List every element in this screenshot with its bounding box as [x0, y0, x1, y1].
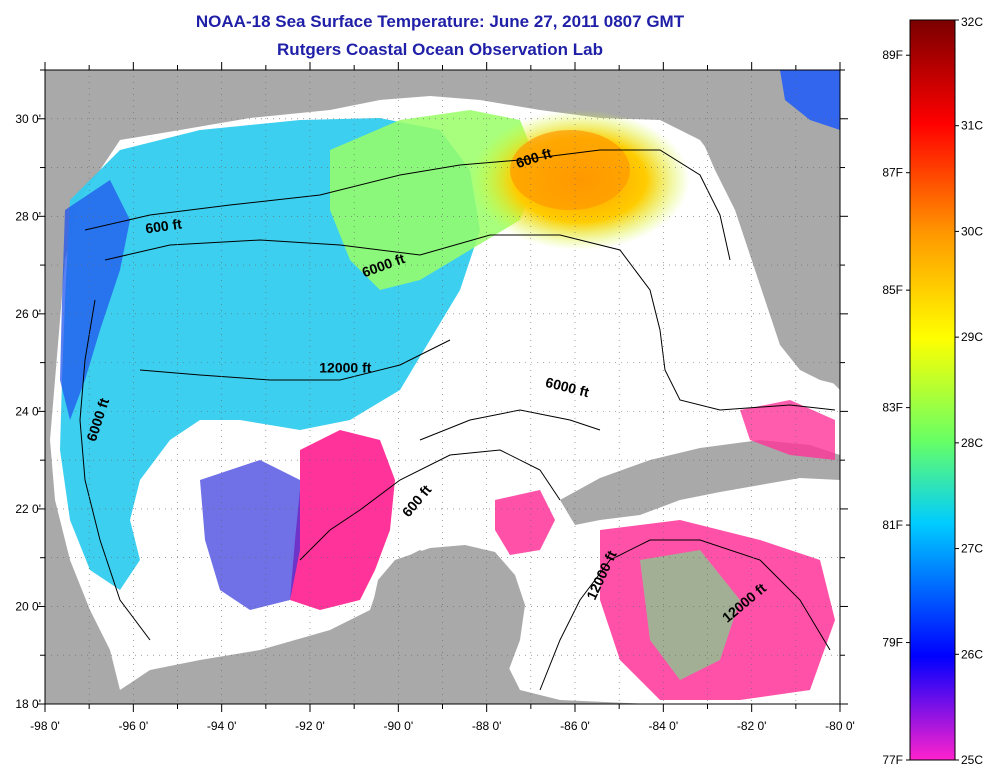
- mexico-land: [45, 500, 120, 704]
- y-tick-label: 24 0': [15, 404, 41, 418]
- x-tick-label: -96 0': [119, 719, 149, 733]
- florida-land: [700, 70, 840, 385]
- sst-warm-core: [510, 130, 630, 210]
- colorbar-label-fahrenheit: 81F: [882, 518, 903, 532]
- y-tick-label: 30 0': [15, 112, 41, 126]
- contour-6000ft-south: [419, 409, 601, 441]
- colorbar-scale: [909, 19, 956, 761]
- contour-600ft-yucatan: [299, 449, 561, 561]
- map-subtitle: Rutgers Coastal Ocean Observation Lab: [277, 40, 603, 59]
- map-title: NOAA-18 Sea Surface Temperature: June 27…: [195, 12, 685, 31]
- contour-12000ft: [139, 339, 451, 381]
- colorbar-label-celsius: 29C: [961, 330, 983, 344]
- contour-label: 600 ft: [144, 215, 183, 236]
- yucatan-land: [360, 545, 525, 704]
- colorbar-label-fahrenheit: 79F: [882, 636, 903, 650]
- x-tick-label: -94 0': [207, 719, 237, 733]
- colorbar-label-fahrenheit: 85F: [882, 283, 903, 297]
- colorbar-label-celsius: 31C: [961, 119, 983, 133]
- colorbar-label-fahrenheit: 87F: [882, 166, 903, 180]
- contour-6000ft-west: [79, 299, 151, 641]
- colorbar-labels: 32C 31C 30C 29C 28C 27C 26C 25C 89F 87F 85F 83F 81F 7…: [882, 15, 983, 767]
- x-tick-label: -92 0': [295, 719, 325, 733]
- map-axes: -98 0' -96 0' -94 0' -92 0' -90 0' -88 0' -86 …: [15, 62, 855, 733]
- colorbar-label-fahrenheit: 89F: [882, 48, 903, 62]
- x-tick-label: -90 0': [384, 719, 414, 733]
- colorbar-label-celsius: 26C: [961, 647, 983, 661]
- x-tick-label: -84 0': [649, 719, 679, 733]
- sst-pink-east: [740, 400, 835, 460]
- contour-label: 12000 ft: [319, 359, 371, 375]
- x-tick-label: -88 0': [472, 719, 502, 733]
- sst-blue-central: [200, 460, 300, 610]
- x-tick-label: -80 0': [825, 719, 855, 733]
- y-tick-label: 22 0': [15, 502, 41, 516]
- sst-pink-yucatan: [495, 490, 555, 555]
- colorbar-label-celsius: 27C: [961, 542, 983, 556]
- x-tick-label: -86 0': [560, 719, 590, 733]
- colorbar-label-celsius: 30C: [961, 224, 983, 238]
- x-tick-label: -98 0': [30, 719, 60, 733]
- colorbar-label-celsius: 32C: [961, 15, 983, 29]
- colorbar-label-celsius: 28C: [961, 436, 983, 450]
- y-tick-label: 28 0': [15, 209, 41, 223]
- x-tick-label: -82 0': [737, 719, 767, 733]
- y-tick-label: 18 0': [15, 697, 41, 711]
- graticule: [45, 70, 840, 704]
- y-tick-label: 26 0': [15, 307, 41, 321]
- bathymetry-contours: [79, 149, 836, 691]
- y-tick-label: 20 0': [15, 599, 41, 613]
- contour-600ft: [84, 149, 731, 261]
- colorbar: 32C 31C 30C 29C 28C 27C 26C 25C 89F 87F 85F 83F 81F 7…: [882, 15, 983, 767]
- cuba-land: [560, 440, 840, 525]
- colorbar-label-fahrenheit: 83F: [882, 401, 903, 415]
- colorbar-label-celsius: 25C: [961, 753, 983, 767]
- sst-pink-central: [290, 430, 395, 610]
- colorbar-label-fahrenheit: 77F: [882, 753, 903, 767]
- contour-6000ft-north: [104, 234, 836, 411]
- sst-blue-ne: [780, 70, 840, 130]
- sst-green-cuba: [640, 550, 740, 680]
- contour-12000ft-cuba: [539, 539, 831, 691]
